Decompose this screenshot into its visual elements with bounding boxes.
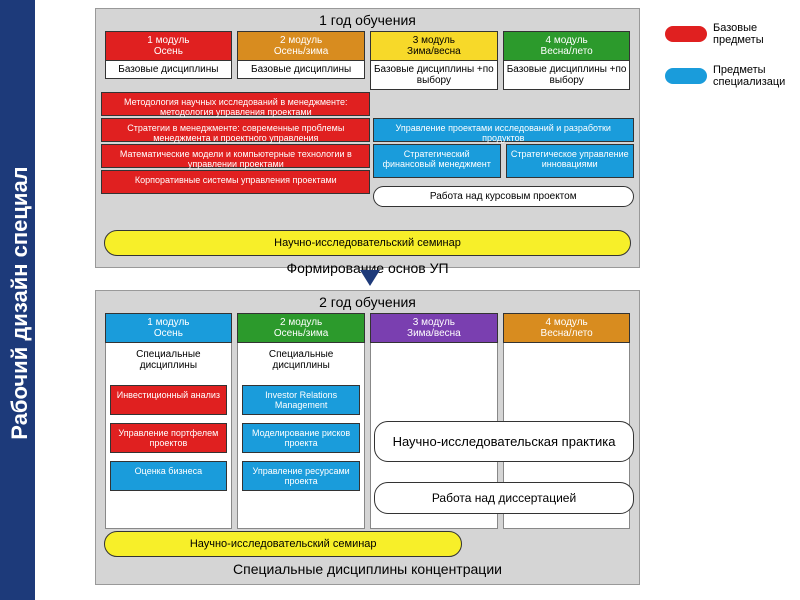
year2-dissertation: Работа над диссертацией bbox=[374, 482, 634, 514]
course-block: Стратегическое управление инновациями bbox=[506, 144, 634, 178]
course-block: Investor Relations Management bbox=[242, 385, 359, 415]
year2-columns: Научно-исследовательская практика Работа… bbox=[96, 343, 639, 529]
legend-label: Предметы специализаци bbox=[713, 64, 795, 88]
year2-seminar: Научно-исследовательский семинар bbox=[104, 531, 462, 557]
legend-swatch-blue bbox=[665, 68, 707, 84]
module-header: 2 модульОсень/зима bbox=[237, 31, 364, 61]
module-col: 1 модульОсень bbox=[105, 313, 232, 343]
module-header: 4 модульВесна/лето bbox=[503, 313, 630, 343]
course-block: Управление проектами исследований и разр… bbox=[373, 118, 634, 142]
module-sub: Базовые дисциплины bbox=[237, 61, 364, 79]
legend-item-spec: Предметы специализаци bbox=[665, 64, 795, 88]
course-block: Оценка бизнеса bbox=[110, 461, 227, 491]
course-block: Управление портфелем проектов bbox=[110, 423, 227, 453]
year2-modules: 1 модульОсень2 модульОсень/зима3 модульЗ… bbox=[96, 313, 639, 343]
year1-rows: Методология научных исследований в менед… bbox=[96, 90, 639, 228]
sidebar-title: Рабочий дизайн специал bbox=[7, 143, 33, 463]
module-col: 4 модульВесна/летоБазовые дисциплины +по… bbox=[503, 31, 630, 90]
year1-modules: 1 модульОсеньБазовые дисциплины2 модульО… bbox=[96, 31, 639, 90]
module-col: 1 модульОсеньБазовые дисциплины bbox=[105, 31, 232, 90]
legend-swatch-red bbox=[665, 26, 707, 42]
year2-col: Специальные дисциплины Инвестиционный ана… bbox=[105, 343, 232, 529]
module-sub: Базовые дисциплины +по выбору bbox=[503, 61, 630, 90]
module-header: 3 модульЗима/весна bbox=[370, 31, 497, 61]
year2-right-area: Научно-исследовательская практика Работа… bbox=[374, 421, 634, 514]
module-header: 4 модульВесна/лето bbox=[503, 31, 630, 61]
module-col: 4 модульВесна/лето bbox=[503, 313, 630, 343]
module-sub: Базовые дисциплины bbox=[105, 61, 232, 79]
year2-footer: Специальные дисциплины концентрации bbox=[96, 557, 639, 581]
module-header: 1 модульОсень bbox=[105, 31, 232, 61]
module-header: 2 модульОсень/зима bbox=[237, 313, 364, 343]
year2-title: 2 год обучения bbox=[96, 291, 639, 313]
coursework-pill: Работа над курсовым проектом bbox=[373, 186, 634, 207]
down-arrow-icon bbox=[360, 270, 380, 286]
legend-item-base: Базовые предметы bbox=[665, 22, 795, 46]
module-sub: Базовые дисциплины +по выбору bbox=[370, 61, 497, 90]
year1-block: 1 год обучения 1 модульОсеньБазовые дисц… bbox=[95, 8, 640, 268]
module-col: 3 модульЗима/весна bbox=[370, 313, 497, 343]
module-col: 3 модульЗима/веснаБазовые дисциплины +по… bbox=[370, 31, 497, 90]
module-col: 2 модульОсень/зима bbox=[237, 313, 364, 343]
year1-title: 1 год обучения bbox=[96, 9, 639, 31]
sidebar: Рабочий дизайн специал bbox=[0, 0, 35, 600]
course-block: Методология научных исследований в менед… bbox=[101, 92, 370, 116]
course-block: Моделирование рисков проекта bbox=[242, 423, 359, 453]
course-block: Инвестиционный анализ bbox=[110, 385, 227, 415]
course-block: Управление ресурсами проекта bbox=[242, 461, 359, 491]
course-block: Стратегический финансовый менеджмент bbox=[373, 144, 501, 178]
module-sub: Специальные дисциплины bbox=[106, 343, 231, 377]
module-header: 1 модульОсень bbox=[105, 313, 232, 343]
legend-label: Базовые предметы bbox=[713, 22, 795, 46]
course-block: Корпоративные системы управления проекта… bbox=[101, 170, 370, 194]
course-block: Математические модели и компьютерные тех… bbox=[101, 144, 370, 168]
module-header: 3 модульЗима/весна bbox=[370, 313, 497, 343]
course-block: Стратегии в менеджменте: современные про… bbox=[101, 118, 370, 142]
year2-col: Специальные дисциплины Investor Relations… bbox=[237, 343, 364, 529]
module-sub: Специальные дисциплины bbox=[238, 343, 363, 377]
year2-block: 2 год обучения 1 модульОсень2 модульОсен… bbox=[95, 290, 640, 585]
year1-seminar: Научно-исследовательский семинар bbox=[104, 230, 631, 256]
module-col: 2 модульОсень/зимаБазовые дисциплины bbox=[237, 31, 364, 90]
year2-practice: Научно-исследовательская практика bbox=[374, 421, 634, 462]
legend: Базовые предметы Предметы специализаци bbox=[665, 22, 795, 106]
